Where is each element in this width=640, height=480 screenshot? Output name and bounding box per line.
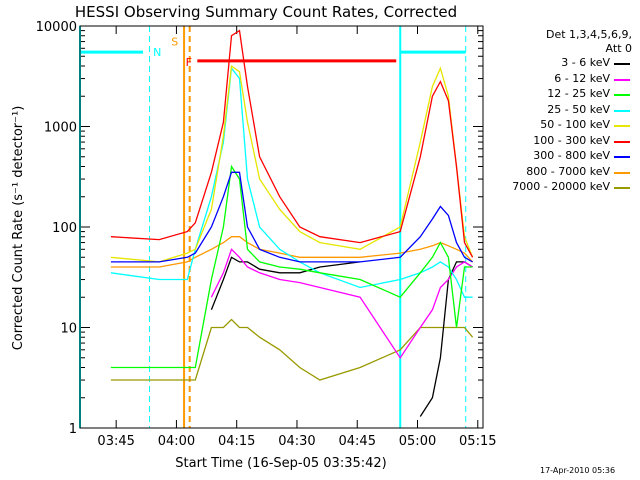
series-line-25-50 bbox=[110, 66, 473, 298]
x-axis-label: Start Time (16-Sep-05 03:35:42) bbox=[175, 456, 386, 471]
legend-entry-100-300: 100 - 300 keV bbox=[480, 134, 610, 148]
legend-swatch bbox=[614, 78, 630, 81]
legend-entry-50-100: 50 - 100 keV bbox=[480, 118, 610, 132]
y-axis-label: Corrected Count Rate (s⁻¹ detector⁻¹) bbox=[11, 106, 26, 351]
timestamp: 17-Apr-2010 05:36 bbox=[540, 466, 616, 475]
y-tick-label: 10000 bbox=[36, 20, 77, 35]
legend-label: 3 - 6 keV bbox=[561, 56, 610, 69]
legend-entry-6-12: 6 - 12 keV bbox=[480, 72, 610, 86]
legend-entry-300-800: 300 - 800 keV bbox=[480, 149, 610, 163]
legend-swatch bbox=[614, 63, 630, 65]
series-line-6-12 bbox=[210, 248, 473, 359]
legend-entry-3-6: 3 - 6 keV bbox=[480, 56, 610, 70]
legend-label: 100 - 300 keV bbox=[533, 133, 610, 147]
legend-swatch bbox=[614, 187, 630, 189]
legend-swatch bbox=[614, 125, 630, 127]
legend-label: 50 - 100 keV bbox=[540, 118, 610, 131]
series-line-300-800 bbox=[110, 171, 473, 263]
y-tick-label: 1000 bbox=[44, 121, 77, 136]
x-tick-label: 04:30 bbox=[278, 434, 315, 449]
legend-entry-800-7000: 800 - 7000 keV bbox=[480, 165, 610, 179]
night-marker: N bbox=[153, 46, 161, 59]
legend-swatch bbox=[614, 156, 630, 158]
saa-marker: S bbox=[171, 36, 178, 49]
series-line-50-100 bbox=[110, 64, 474, 263]
legend-swatch bbox=[614, 171, 630, 174]
x-tick-label: 05:00 bbox=[399, 434, 436, 449]
series-line-12-25 bbox=[110, 164, 473, 369]
x-tick-label: 04:00 bbox=[158, 434, 195, 449]
series-line-800-7000 bbox=[110, 236, 474, 268]
legend-swatch bbox=[614, 94, 630, 96]
legend-label: 6 - 12 keV bbox=[554, 71, 610, 85]
legend-header-line-2: Att 0 bbox=[605, 42, 632, 55]
legend-label: 800 - 7000 keV bbox=[526, 164, 610, 178]
y-tick-label: 1 bbox=[69, 422, 77, 437]
legend-entry-7000-20000: 7000 - 20000 keV bbox=[480, 180, 610, 194]
series-line-100-300 bbox=[110, 29, 474, 258]
legend-label: 300 - 800 keV bbox=[533, 149, 610, 162]
series-line-7000-20000 bbox=[110, 318, 474, 381]
flare-marker: F bbox=[186, 56, 192, 69]
x-tick-label: 04:15 bbox=[218, 434, 255, 449]
legend-entry-25-50: 25 - 50 keV bbox=[480, 103, 610, 117]
x-tick-label: 04:45 bbox=[339, 434, 376, 449]
legend-entry-12-25: 12 - 25 keV bbox=[480, 87, 610, 101]
legend-swatch bbox=[614, 140, 630, 143]
plot-frame bbox=[79, 25, 484, 429]
legend-label: 7000 - 20000 keV bbox=[512, 180, 610, 193]
x-tick-label: 05:15 bbox=[459, 434, 496, 449]
legend-label: 12 - 25 keV bbox=[547, 87, 610, 100]
legend-header: Det 1,3,4,5,6,9, Att 0 bbox=[520, 28, 632, 56]
legend-header-line-1: Det 1,3,4,5,6,9, bbox=[545, 28, 632, 41]
chart-title: HESSI Observing Summary Count Rates, Cor… bbox=[75, 3, 457, 21]
x-tick-label: 03:45 bbox=[97, 434, 134, 449]
legend-label: 25 - 50 keV bbox=[547, 102, 610, 116]
y-tick-label: 100 bbox=[52, 221, 77, 236]
y-tick-label: 10 bbox=[60, 322, 77, 337]
legend-swatch bbox=[614, 109, 630, 112]
